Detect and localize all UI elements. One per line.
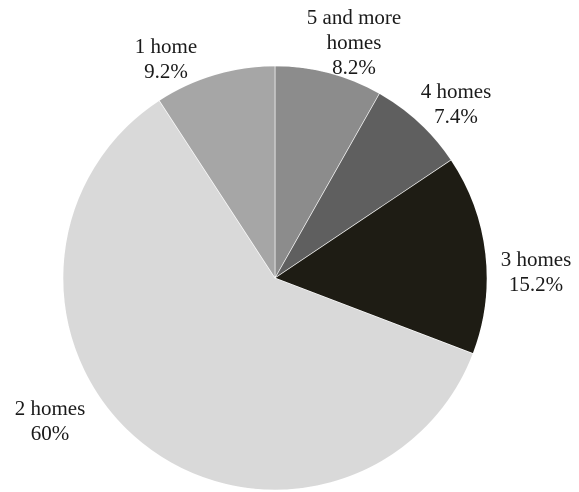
- pie-slice: [62, 100, 474, 491]
- pie-slice: [274, 65, 380, 280]
- slice-category-label: 1 home: [135, 34, 197, 58]
- slice-category-label: 5 and more: [307, 5, 401, 29]
- slice-category-label: 3 homes: [501, 247, 572, 271]
- slice-percent-label: 15.2%: [509, 272, 563, 296]
- slice-percent-label: 8.2%: [332, 55, 376, 79]
- slice-label: 4 homes 7.4%: [421, 79, 492, 128]
- pie-slice: [158, 65, 276, 280]
- slice-label: 5 and more homes 8.2%: [307, 5, 401, 79]
- slice-category-label: 2 homes: [15, 396, 86, 420]
- pie-labels: 5 and more homes 8.2% 4 homes 7.4% 3 homes 15.…: [15, 5, 572, 445]
- pie-slices: [62, 65, 488, 491]
- slice-percent-label: 60%: [31, 421, 70, 445]
- pie-slice: [274, 93, 452, 279]
- pie-slice: [274, 159, 488, 354]
- slice-label: 2 homes 60%: [15, 396, 86, 445]
- slice-label: 1 home 9.2%: [135, 34, 197, 83]
- slice-label: 3 homes 15.2%: [501, 247, 572, 296]
- slice-percent-label: 7.4%: [434, 104, 478, 128]
- slice-category-label: homes: [327, 30, 382, 54]
- slice-category-label: 4 homes: [421, 79, 492, 103]
- slice-percent-label: 9.2%: [144, 59, 188, 83]
